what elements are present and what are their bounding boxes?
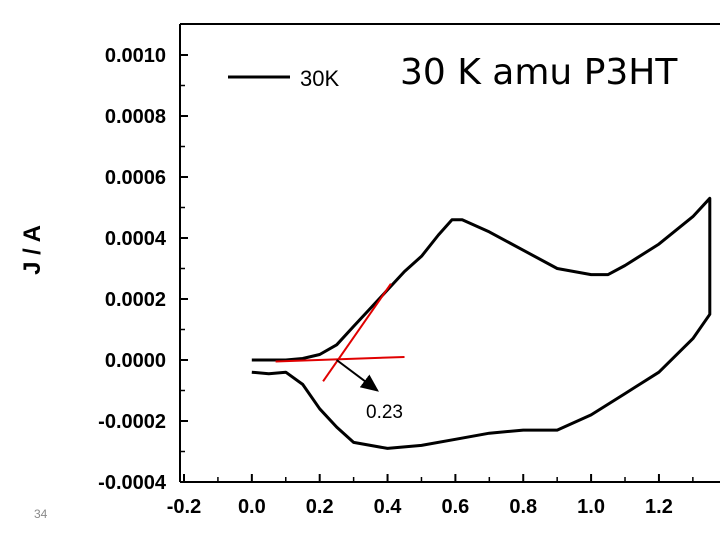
y-tick-label: 0.0004 [105,228,167,250]
slide-title: 30 K amu P3HT [400,52,678,93]
y-tick-label: -0.0002 [98,411,166,433]
x-tick-label: -0.2 [167,496,201,518]
x-tick-label: 1.0 [577,496,605,518]
y-tick-label: 0.0000 [105,350,166,372]
x-tick-label: 0.6 [441,496,469,518]
x-axis-ticks: -0.20.00.20.40.60.81.01.21 [167,474,694,518]
x-tick-label: 0.0 [238,496,266,518]
x-tick-label: 0.8 [509,496,537,518]
legend: 30K [228,66,339,91]
x-tick-label: 0.2 [306,496,334,518]
y-tick-label: 0.0002 [105,289,166,311]
slide-number: 34 [34,507,48,521]
x-tick-label: 0.4 [374,496,403,518]
annotation-label: 0.23 [366,402,403,423]
onset-annotation: 0.23 [336,359,403,423]
legend-label: 30K [300,66,339,91]
y-tick-label: 0.0006 [105,167,166,189]
tangent-lines [275,283,405,382]
x-tick-label: 1.2 [645,496,673,518]
y-tick-label: 0.0010 [105,45,166,67]
tangent-line [322,283,392,382]
series-line-30K [251,196,712,450]
y-axis-title: J / A [19,225,46,275]
y-axis-ticks: -0.0004 -0.0002 0.0000 0.0002 0.0004 0.0006 0.… [98,45,188,494]
y-tick-label: -0.0004 [98,472,167,494]
y-tick-label: 0.0008 [105,106,166,128]
series-layer [251,196,712,450]
annotation-arrow [336,359,379,392]
tangent-line [275,355,405,363]
plot-frame [179,23,720,483]
